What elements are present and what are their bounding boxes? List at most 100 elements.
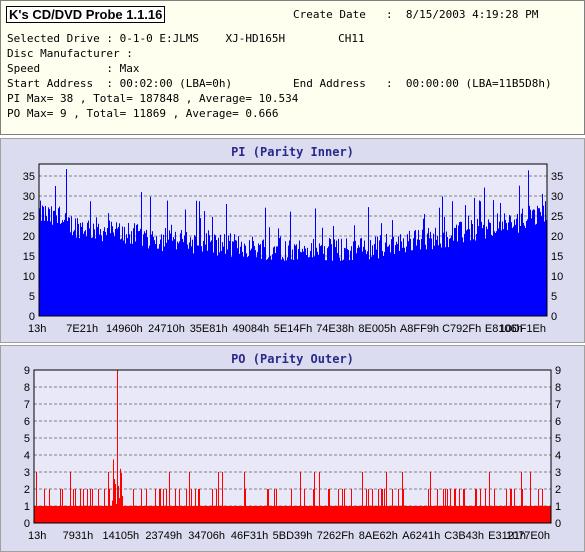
bar xyxy=(321,245,322,316)
bar xyxy=(468,506,469,523)
bar xyxy=(252,506,253,523)
bar xyxy=(526,220,527,316)
bar xyxy=(125,506,126,523)
bar xyxy=(52,224,53,316)
bar xyxy=(544,221,545,316)
bar xyxy=(49,489,50,523)
bar xyxy=(149,245,150,316)
bar xyxy=(479,506,480,523)
bar xyxy=(452,201,453,316)
bar xyxy=(419,240,420,316)
bar xyxy=(488,219,489,316)
bar xyxy=(142,506,143,523)
bar xyxy=(508,222,509,316)
bar xyxy=(239,506,240,523)
bar xyxy=(248,255,249,316)
bar xyxy=(288,245,289,316)
bar xyxy=(198,489,199,523)
bar xyxy=(115,228,116,316)
bar xyxy=(400,506,401,523)
bar xyxy=(330,238,331,316)
bar xyxy=(60,489,61,523)
bar xyxy=(316,247,317,316)
bar xyxy=(110,233,111,316)
bar xyxy=(50,221,51,316)
bar xyxy=(89,506,90,523)
bar xyxy=(470,240,471,316)
bar xyxy=(82,506,83,523)
bar xyxy=(184,235,185,316)
bar xyxy=(297,506,298,523)
bar xyxy=(128,222,129,316)
x-tick-label: C3B43h xyxy=(444,530,484,542)
bar xyxy=(153,506,154,523)
bar xyxy=(317,506,318,523)
bar xyxy=(313,489,314,523)
bar xyxy=(196,200,197,316)
y-tick-label-right: 0 xyxy=(555,518,561,530)
bar xyxy=(109,220,110,316)
bar xyxy=(354,225,355,316)
bar xyxy=(191,246,192,316)
bar xyxy=(92,489,93,523)
bar xyxy=(215,506,216,523)
y-tick-label: 1 xyxy=(24,501,30,513)
bar xyxy=(228,506,229,523)
pi-chart-title: PI (Parity Inner) xyxy=(231,145,354,159)
bar xyxy=(125,243,126,316)
bar xyxy=(399,506,400,523)
bar xyxy=(491,506,492,523)
bar xyxy=(127,506,128,523)
bar xyxy=(500,202,501,316)
bar xyxy=(445,247,446,316)
bar xyxy=(243,256,244,316)
bar xyxy=(511,222,512,316)
speed: Speed : Max xyxy=(7,62,140,75)
po-chart: 0 0 1 1 2 2 3 3 4 4 5 5 6 6 7 7 8 8 9 9 13h 7931h 14105h 23749h… xyxy=(24,365,561,542)
bar xyxy=(422,229,423,316)
bar xyxy=(47,221,48,316)
bar xyxy=(153,236,154,316)
bar xyxy=(140,506,141,523)
x-tick-label: 7E21h xyxy=(66,323,98,335)
bar xyxy=(148,506,149,523)
bar xyxy=(266,259,267,316)
bar xyxy=(156,236,157,316)
bar xyxy=(57,222,58,316)
bar xyxy=(502,221,503,316)
bar xyxy=(81,226,82,316)
bar xyxy=(257,252,258,316)
bar xyxy=(203,506,204,523)
bar xyxy=(374,244,375,316)
bar xyxy=(244,472,245,523)
bar xyxy=(352,506,353,523)
bar xyxy=(195,236,196,316)
y-tick-label: 30 xyxy=(23,191,35,203)
end-address-value: : 00:00:00 (LBA=11B5D8h) xyxy=(386,77,552,90)
bar xyxy=(197,245,198,316)
bar xyxy=(445,489,446,523)
bar xyxy=(527,219,528,316)
bar xyxy=(293,259,294,316)
bar xyxy=(171,506,172,523)
bar xyxy=(37,506,38,523)
bar xyxy=(352,260,353,316)
bar xyxy=(324,506,325,523)
bar xyxy=(161,234,162,316)
bar xyxy=(444,506,445,523)
bar xyxy=(329,489,330,523)
bar xyxy=(527,506,528,523)
bar xyxy=(198,245,199,316)
bar xyxy=(335,506,336,523)
bar xyxy=(411,250,412,316)
bar xyxy=(182,506,183,523)
bar xyxy=(106,235,107,316)
bar xyxy=(73,231,74,316)
bar xyxy=(291,489,292,523)
bar xyxy=(381,223,382,316)
y-tick-label-right: 5 xyxy=(551,291,557,303)
bar xyxy=(43,506,44,523)
bar xyxy=(346,238,347,316)
bar xyxy=(364,506,365,523)
create-date-label: Create Date xyxy=(293,8,366,21)
